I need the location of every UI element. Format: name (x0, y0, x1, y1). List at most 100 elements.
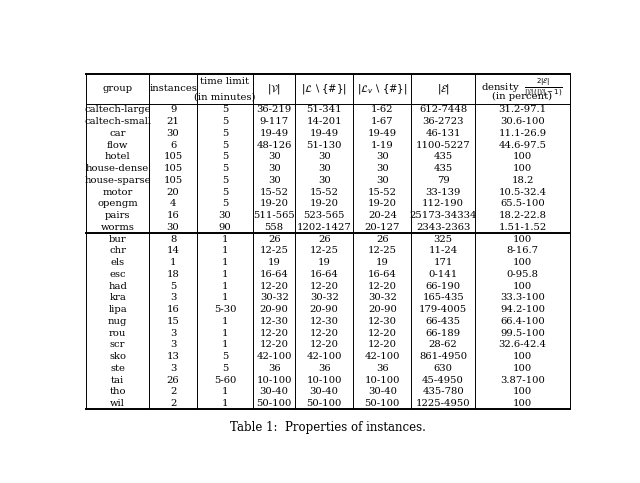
Text: 20-90: 20-90 (368, 305, 397, 314)
Text: instances: instances (149, 85, 197, 93)
Text: 558: 558 (265, 223, 284, 232)
Text: 14-201: 14-201 (307, 117, 342, 126)
Text: 5-30: 5-30 (214, 305, 236, 314)
Text: 5: 5 (222, 199, 228, 209)
Text: 18.2: 18.2 (511, 176, 534, 185)
Text: 10-100: 10-100 (307, 376, 342, 384)
Text: 11.1-26.9: 11.1-26.9 (499, 129, 547, 138)
Text: 12-30: 12-30 (368, 317, 397, 326)
Text: 5: 5 (222, 188, 228, 197)
Text: caltech-large: caltech-large (84, 105, 151, 114)
Text: (in minutes): (in minutes) (195, 92, 256, 101)
Text: 1.51-1.52: 1.51-1.52 (499, 223, 547, 232)
Text: 30: 30 (376, 176, 388, 185)
Text: 66.4-100: 66.4-100 (500, 317, 545, 326)
Text: 105: 105 (163, 153, 182, 161)
Text: 30-40: 30-40 (310, 387, 339, 396)
Text: 15: 15 (166, 317, 180, 326)
Text: 1-62: 1-62 (371, 105, 394, 114)
Text: 36: 36 (318, 364, 330, 373)
Text: 19: 19 (376, 258, 388, 267)
Text: 5: 5 (222, 117, 228, 126)
Text: 15-52: 15-52 (310, 188, 339, 197)
Text: 36-2723: 36-2723 (422, 117, 464, 126)
Text: 30: 30 (376, 164, 388, 173)
Text: scr: scr (110, 341, 125, 349)
Text: 100: 100 (513, 399, 532, 408)
Text: 30: 30 (268, 164, 280, 173)
Text: rou: rou (109, 328, 126, 338)
Text: 1: 1 (221, 399, 228, 408)
Text: 66-190: 66-190 (426, 282, 461, 291)
Text: motor: motor (102, 188, 133, 197)
Text: 5: 5 (222, 129, 228, 138)
Text: 12-20: 12-20 (368, 282, 397, 291)
Text: sko: sko (109, 352, 126, 361)
Text: 2: 2 (170, 399, 176, 408)
Text: 435-780: 435-780 (422, 387, 464, 396)
Text: 13: 13 (166, 352, 180, 361)
Text: 100: 100 (513, 364, 532, 373)
Text: 18.2-22.8: 18.2-22.8 (499, 211, 547, 220)
Text: 9-117: 9-117 (260, 117, 289, 126)
Text: (in percent): (in percent) (492, 92, 552, 101)
Text: 16-64: 16-64 (260, 270, 289, 279)
Text: 50-100: 50-100 (365, 399, 400, 408)
Text: 32.6-42.4: 32.6-42.4 (499, 341, 547, 349)
Text: 325: 325 (433, 235, 452, 243)
Text: 20-24: 20-24 (368, 211, 397, 220)
Text: 1: 1 (221, 235, 228, 243)
Text: 66-435: 66-435 (426, 317, 461, 326)
Text: 5: 5 (222, 352, 228, 361)
Text: 5: 5 (170, 282, 176, 291)
Text: 45-4950: 45-4950 (422, 376, 464, 384)
Text: 435: 435 (433, 153, 452, 161)
Text: 51-130: 51-130 (307, 141, 342, 150)
Text: 630: 630 (434, 364, 452, 373)
Text: 12-20: 12-20 (310, 341, 339, 349)
Text: 165-435: 165-435 (422, 293, 464, 302)
Text: 1: 1 (221, 341, 228, 349)
Text: 1-67: 1-67 (371, 117, 394, 126)
Text: 5: 5 (222, 176, 228, 185)
Text: 0-141: 0-141 (429, 270, 458, 279)
Text: house-sparse: house-sparse (84, 176, 151, 185)
Text: $|\mathcal{V}|$: $|\mathcal{V}|$ (268, 82, 281, 96)
Text: 11-24: 11-24 (429, 246, 458, 256)
Text: 0-95.8: 0-95.8 (506, 270, 538, 279)
Text: 30: 30 (166, 129, 179, 138)
Text: 3: 3 (170, 364, 176, 373)
Text: 4: 4 (170, 199, 177, 209)
Text: 65.5-100: 65.5-100 (500, 199, 545, 209)
Text: 30-32: 30-32 (260, 293, 289, 302)
Text: 33-139: 33-139 (426, 188, 461, 197)
Text: 30: 30 (166, 223, 179, 232)
Text: 30: 30 (268, 176, 280, 185)
Text: 19-49: 19-49 (368, 129, 397, 138)
Text: 19-20: 19-20 (260, 199, 289, 209)
Text: 2: 2 (170, 387, 176, 396)
Text: 30-32: 30-32 (368, 293, 397, 302)
Text: 3.87-100: 3.87-100 (500, 376, 545, 384)
Text: 19-49: 19-49 (260, 129, 289, 138)
Text: 12-20: 12-20 (260, 328, 289, 338)
Text: 25173-34334: 25173-34334 (410, 211, 477, 220)
Text: 15-52: 15-52 (368, 188, 397, 197)
Text: 112-190: 112-190 (422, 199, 464, 209)
Text: 19-20: 19-20 (310, 199, 339, 209)
Text: 16-64: 16-64 (310, 270, 339, 279)
Text: 100: 100 (513, 164, 532, 173)
Text: 1: 1 (170, 258, 177, 267)
Text: 30: 30 (318, 164, 331, 173)
Text: 179-4005: 179-4005 (419, 305, 467, 314)
Text: 30: 30 (219, 211, 232, 220)
Text: 19-20: 19-20 (368, 199, 397, 209)
Text: nug: nug (108, 317, 127, 326)
Text: 26: 26 (167, 376, 179, 384)
Text: esc: esc (109, 270, 126, 279)
Text: 30-32: 30-32 (310, 293, 339, 302)
Text: 15-52: 15-52 (260, 188, 289, 197)
Text: group: group (102, 85, 132, 93)
Text: opengm: opengm (97, 199, 138, 209)
Text: house-dense: house-dense (86, 164, 149, 173)
